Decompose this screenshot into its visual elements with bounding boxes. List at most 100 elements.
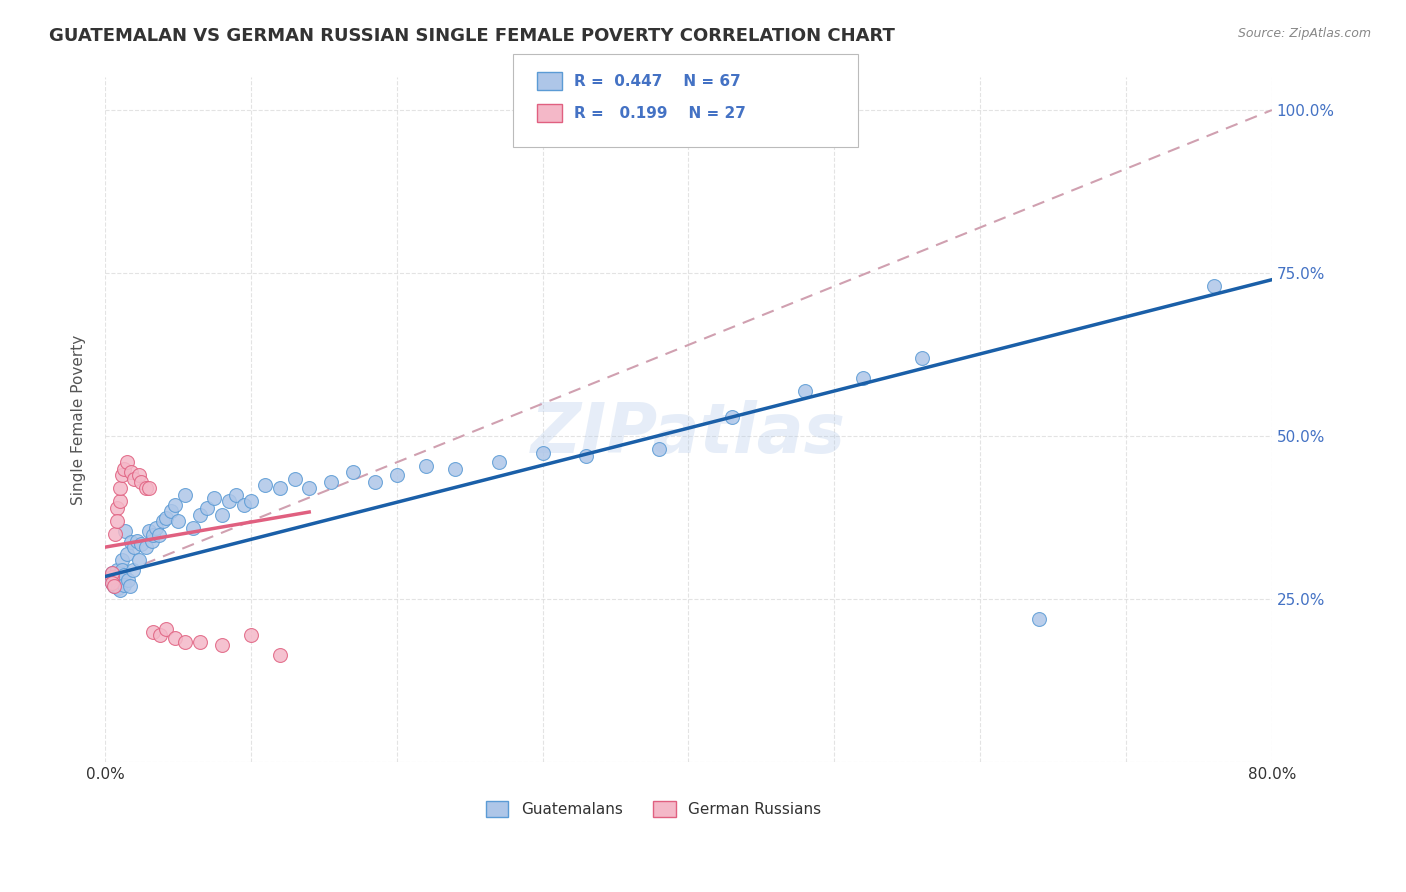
Point	[112, 578, 135, 592]
Point	[105, 573, 128, 587]
Point	[181, 520, 204, 534]
Point	[101, 569, 124, 583]
Point	[232, 498, 254, 512]
Point	[298, 482, 321, 496]
Point	[174, 634, 197, 648]
Point	[115, 455, 138, 469]
Point	[1028, 612, 1050, 626]
Point	[218, 494, 240, 508]
Point	[101, 566, 124, 581]
Point	[225, 488, 247, 502]
Point	[101, 569, 124, 583]
Point	[103, 579, 125, 593]
Point	[188, 508, 211, 522]
Point	[385, 468, 408, 483]
Point	[211, 508, 233, 522]
Point	[145, 520, 167, 534]
Text: R =  0.447    N = 67: R = 0.447 N = 67	[574, 74, 741, 88]
Point	[211, 638, 233, 652]
Point	[114, 524, 136, 538]
Point	[104, 527, 127, 541]
Point	[138, 482, 160, 496]
Point	[107, 576, 129, 591]
Point	[107, 581, 129, 595]
Point	[111, 468, 134, 483]
Point	[108, 566, 131, 581]
Point	[142, 528, 165, 542]
Point	[108, 494, 131, 508]
Point	[135, 540, 157, 554]
Point	[141, 533, 163, 548]
Point	[648, 442, 671, 457]
Point	[415, 458, 437, 473]
Text: Source: ZipAtlas.com: Source: ZipAtlas.com	[1237, 27, 1371, 40]
Point	[128, 468, 150, 483]
Point	[122, 472, 145, 486]
Point	[202, 491, 225, 506]
Point	[138, 524, 160, 538]
Point	[148, 528, 170, 542]
Point	[575, 449, 598, 463]
Point	[269, 648, 291, 662]
Point	[149, 628, 172, 642]
Point	[254, 478, 277, 492]
Point	[188, 634, 211, 648]
Point	[105, 514, 128, 528]
Point	[112, 462, 135, 476]
Point	[195, 501, 218, 516]
Point	[269, 482, 291, 496]
Point	[115, 547, 138, 561]
Point	[174, 488, 197, 502]
Point	[721, 409, 744, 424]
Point	[163, 632, 186, 646]
Point	[105, 501, 128, 516]
Point	[120, 535, 142, 549]
Point	[167, 514, 190, 528]
Point	[112, 567, 135, 582]
Point	[101, 566, 124, 581]
Text: ZIPatlas: ZIPatlas	[531, 401, 846, 467]
Point	[105, 563, 128, 577]
Point	[103, 579, 125, 593]
Point	[131, 475, 153, 489]
Point	[142, 624, 165, 639]
Point	[101, 576, 124, 591]
Point	[131, 537, 153, 551]
Point	[794, 384, 817, 398]
Point	[155, 510, 177, 524]
Point	[364, 475, 387, 489]
Point	[155, 622, 177, 636]
Legend: Guatemalans, German Russians: Guatemalans, German Russians	[479, 795, 828, 823]
Text: GUATEMALAN VS GERMAN RUSSIAN SINGLE FEMALE POVERTY CORRELATION CHART: GUATEMALAN VS GERMAN RUSSIAN SINGLE FEMA…	[49, 27, 896, 45]
Point	[852, 370, 875, 384]
Point	[284, 472, 307, 486]
Point	[111, 563, 134, 577]
Point	[104, 569, 127, 583]
Point	[117, 573, 139, 587]
Point	[120, 465, 142, 479]
Point	[118, 579, 141, 593]
Point	[342, 465, 364, 479]
Point	[122, 540, 145, 554]
Point	[108, 572, 131, 586]
Point	[101, 576, 124, 591]
Point	[159, 504, 181, 518]
Y-axis label: Single Female Poverty: Single Female Poverty	[72, 334, 86, 505]
Point	[488, 455, 510, 469]
Point	[1202, 279, 1225, 293]
Point	[911, 351, 934, 365]
Point	[152, 514, 174, 528]
Point	[135, 482, 157, 496]
Point	[111, 553, 134, 567]
Point	[239, 494, 262, 508]
Point	[121, 563, 143, 577]
Point	[108, 582, 131, 597]
Point	[128, 553, 150, 567]
Point	[239, 628, 262, 642]
Point	[444, 462, 467, 476]
Text: R =   0.199    N = 27: R = 0.199 N = 27	[574, 106, 745, 120]
Point	[108, 482, 131, 496]
Point	[319, 475, 342, 489]
Point	[531, 445, 554, 459]
Point	[125, 533, 148, 548]
